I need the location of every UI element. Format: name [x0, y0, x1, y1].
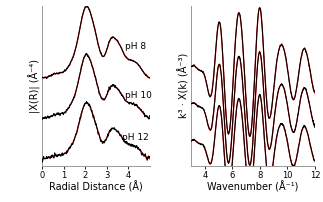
- Text: pH 8: pH 8: [125, 42, 146, 51]
- Text: pH 10: pH 10: [125, 91, 152, 100]
- Y-axis label: k³ · X(k) (Å⁻³): k³ · X(k) (Å⁻³): [178, 53, 190, 119]
- Y-axis label: |X(R)| (Å⁻⁴): |X(R)| (Å⁻⁴): [28, 59, 41, 113]
- X-axis label: Radial Distance (Å): Radial Distance (Å): [49, 181, 143, 192]
- Text: pH 12: pH 12: [121, 133, 148, 142]
- X-axis label: Wavenumber (Å⁻¹): Wavenumber (Å⁻¹): [207, 181, 299, 192]
